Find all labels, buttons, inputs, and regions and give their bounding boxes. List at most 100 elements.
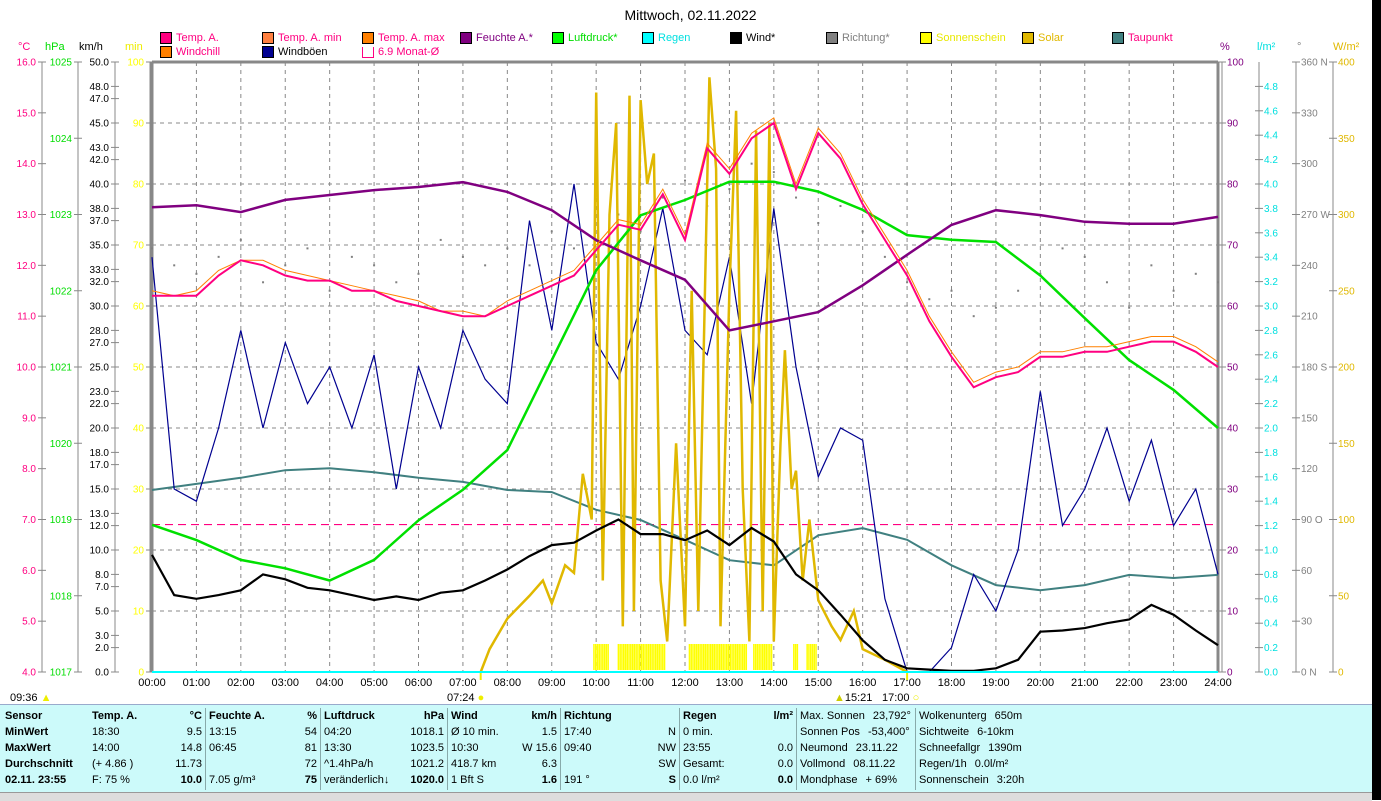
axis-unit-label: °C — [18, 41, 31, 53]
legend-item: Temp. A. min — [262, 32, 342, 44]
table-cell: 14.8 — [180, 742, 202, 754]
legend-label: Sonnenschein — [936, 32, 1006, 44]
axis-unit-label: % — [1220, 41, 1230, 53]
series-richtung-dot — [550, 230, 553, 233]
axis-tick-label: 30.0 — [90, 302, 110, 313]
table-row: Sonnen Pos -53,400° — [797, 724, 915, 740]
x-tick-label: 18:00 — [938, 677, 966, 689]
series-temp-a — [152, 121, 1219, 389]
x-tick-label: 20:00 — [1027, 677, 1055, 689]
x-tick-label: 13:00 — [716, 677, 744, 689]
legend-swatch — [1112, 32, 1124, 44]
table-cell: % — [307, 710, 317, 722]
axis-tick-label: 18.0 — [90, 448, 110, 459]
legend-swatch — [920, 32, 932, 44]
legend-swatch — [730, 32, 742, 44]
table-row: 418.7 km 6.3 — [448, 756, 560, 772]
axis-tick-label: 0.4 — [1264, 619, 1278, 630]
table-column: Max. Sonnen 23,792° Sonnen Pos -53,400° Neum… — [797, 708, 916, 790]
axis-tick-label: 240 — [1301, 261, 1318, 272]
table-cell: 81 — [304, 742, 317, 754]
series-richtung-dot — [994, 306, 997, 309]
table-row: Durchschnitt — [2, 756, 88, 772]
series-richtung-dot — [151, 247, 153, 250]
table-cell: 18:30 — [92, 726, 120, 738]
axis-tick-label: 7.0 — [95, 582, 109, 593]
axis-tick-label: 1017 — [50, 668, 73, 679]
table-cell: 14:00 — [92, 742, 120, 754]
axis-tick-label: 1.8 — [1264, 448, 1278, 459]
legend-swatch — [460, 32, 472, 44]
table-row: Neumond 23.11.22 — [797, 740, 915, 756]
series-richtung-dot — [484, 264, 487, 267]
axis-tick-label: 90 — [1227, 119, 1239, 130]
series-richtung-dot — [883, 255, 886, 258]
table-row: 04:20 1018.1 — [321, 724, 447, 740]
x-tick-label: 09:00 — [538, 677, 566, 689]
table-column: Luftdruck hPa 04:20 1018.1 13:30 1023.5 ^1.4hP… — [321, 708, 448, 790]
axis-tick-label: 2.8 — [1264, 326, 1278, 337]
series-richtung-dot — [1105, 281, 1108, 284]
table-header: Richtung — [561, 708, 679, 724]
axis-tick-label: 2.0 — [95, 643, 109, 654]
series-richtung-dot — [1017, 289, 1020, 292]
window-edge — [1372, 0, 1381, 800]
table-cell: 6.3 — [541, 758, 557, 770]
axis-tick-label: 40 — [1227, 424, 1239, 435]
axis-tick-label: 0 — [138, 668, 144, 679]
table-cell: MinWert — [5, 726, 49, 738]
axis-tick-label: 100 — [1227, 58, 1244, 69]
axis-tick-label: 4.8 — [1264, 82, 1278, 93]
legend-item: Solar — [1022, 32, 1064, 44]
axis-tick-label: 37.0 — [90, 216, 110, 227]
series-solar — [479, 77, 908, 674]
axis-tick-label: 4.0 — [22, 668, 36, 679]
table-row: 0.0 l/m² 0.0 — [680, 772, 796, 788]
table-cell: 75 — [304, 774, 317, 786]
axis-tick-label: 1025 — [50, 58, 73, 69]
axis-tick-label: 10.0 — [90, 546, 110, 557]
series-richtung-dot — [1172, 289, 1175, 292]
legend-label: Temp. A. max — [378, 32, 445, 44]
series-richtung-dot — [1061, 247, 1064, 250]
series-richtung-dot — [528, 264, 531, 267]
axis-tick-label: 13.0 — [17, 210, 37, 221]
axis-tick-label: 4.2 — [1264, 155, 1278, 166]
table-row: 09:40 NW — [561, 740, 679, 756]
axis-tick-label: 5.0 — [95, 607, 109, 618]
table-cell: MaxWert — [5, 742, 51, 754]
table-column: Wolkenunterg 650m Sichtweite 6-10km Schneefa… — [916, 708, 1040, 790]
series-richtung-dot — [728, 188, 731, 191]
table-column: Temp. A. °C 18:30 9.5 14:00 14.8 (+ 4.86 ) 11.7… — [89, 708, 206, 790]
series-richtung-dot — [661, 196, 664, 199]
axis-tick-label: 0 — [1227, 668, 1233, 679]
x-tick-label: 22:00 — [1115, 677, 1143, 689]
x-tick-label: 15:00 — [804, 677, 832, 689]
table-cell: Vollmond — [800, 758, 846, 770]
table-cell: 1018.1 — [410, 726, 444, 738]
table-row: 02.11. 23:55 — [2, 772, 88, 788]
axis-tick-label: 15.0 — [17, 108, 37, 119]
axis-tick-label: 20 — [1227, 546, 1239, 557]
axis-unit-label: ° — [1297, 41, 1302, 53]
x-tick-label: 12:00 — [671, 677, 699, 689]
axis-tick-label: 50 — [133, 363, 145, 374]
table-row: Sonnenschein 3:20h — [916, 772, 1040, 788]
table-cell: 10.0 — [180, 774, 202, 786]
table-cell: veränderlich↓ — [324, 774, 390, 786]
axis-tick-label: 1024 — [50, 134, 73, 145]
axis-tick-label: 9.0 — [22, 413, 36, 424]
x-tick-label: 24:00 — [1204, 677, 1232, 689]
axis-tick-label: 1.2 — [1264, 521, 1278, 532]
table-column: Wind km/h Ø 10 min. 1.5 10:30 W 15.6 418.7 km 6… — [448, 708, 561, 790]
axis-tick-label: 4.4 — [1264, 131, 1278, 142]
axis-tick-label: 8.0 — [22, 464, 36, 475]
series-richtung-dot — [173, 264, 176, 267]
legend-swatch — [262, 46, 274, 58]
axis-tick-label: 350 — [1338, 134, 1355, 145]
series-richtung-dot — [395, 281, 398, 284]
axis-tick-label: 33.0 — [90, 265, 110, 276]
table-cell: -53,400° — [867, 726, 910, 738]
axis-tick-label: 60 — [133, 302, 145, 313]
